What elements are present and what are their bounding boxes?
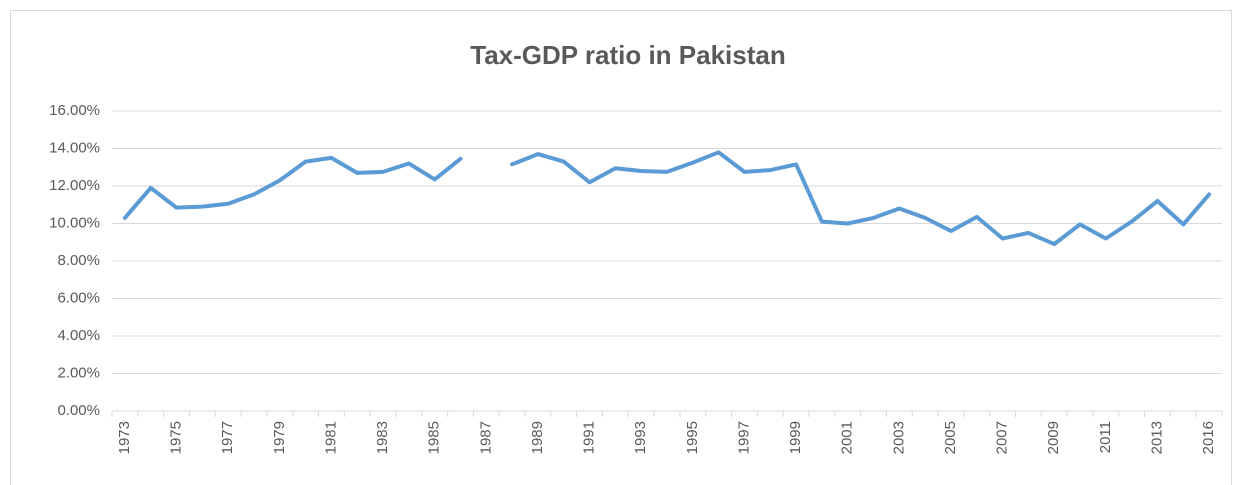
x-tick-label: 1981 (322, 421, 339, 454)
y-tick-label: 16.00% (49, 102, 100, 119)
x-tick-label: 2011 (1097, 421, 1114, 453)
chart-title: Tax-GDP ratio in Pakistan (470, 40, 785, 70)
y-tick-label: 4.00% (57, 327, 100, 344)
y-tick-label: 6.00% (57, 289, 100, 306)
x-tick-label: 1993 (632, 421, 649, 454)
x-tick-label: 1989 (529, 421, 546, 454)
x-tick-label: 2003 (890, 421, 907, 454)
y-tick-label: 2.00% (57, 364, 100, 381)
x-tick-label: 2009 (1045, 421, 1062, 454)
y-tick-label: 8.00% (57, 252, 100, 269)
x-tick-label: 1979 (271, 421, 288, 454)
x-tick-label: 1997 (735, 421, 752, 454)
x-tick-label: 1991 (581, 421, 598, 454)
x-tick-label: 2013 (1148, 421, 1165, 454)
x-tick-label: 1983 (374, 421, 391, 454)
x-tick-label: 2001 (839, 421, 856, 454)
x-tick-label: 1999 (787, 421, 804, 454)
y-tick-label: 0.00% (57, 402, 100, 419)
x-tick-label: 1987 (477, 421, 494, 454)
x-tick-label: 1975 (168, 421, 185, 454)
x-tick-label: 1973 (116, 421, 133, 454)
x-tick-label: 1995 (684, 421, 701, 454)
y-tick-label: 14.00% (49, 139, 100, 156)
x-tick-label: 2007 (994, 421, 1011, 454)
y-tick-label: 12.00% (49, 177, 100, 194)
x-tick-label: 1977 (219, 421, 236, 454)
data-line (122, 150, 1212, 247)
y-tick-label: 10.00% (49, 214, 100, 231)
x-tick-label: 2005 (942, 421, 959, 454)
chart-frame (10, 10, 1232, 485)
x-tick-label: 1985 (426, 421, 443, 454)
x-tick-label: 2016 (1200, 421, 1217, 454)
